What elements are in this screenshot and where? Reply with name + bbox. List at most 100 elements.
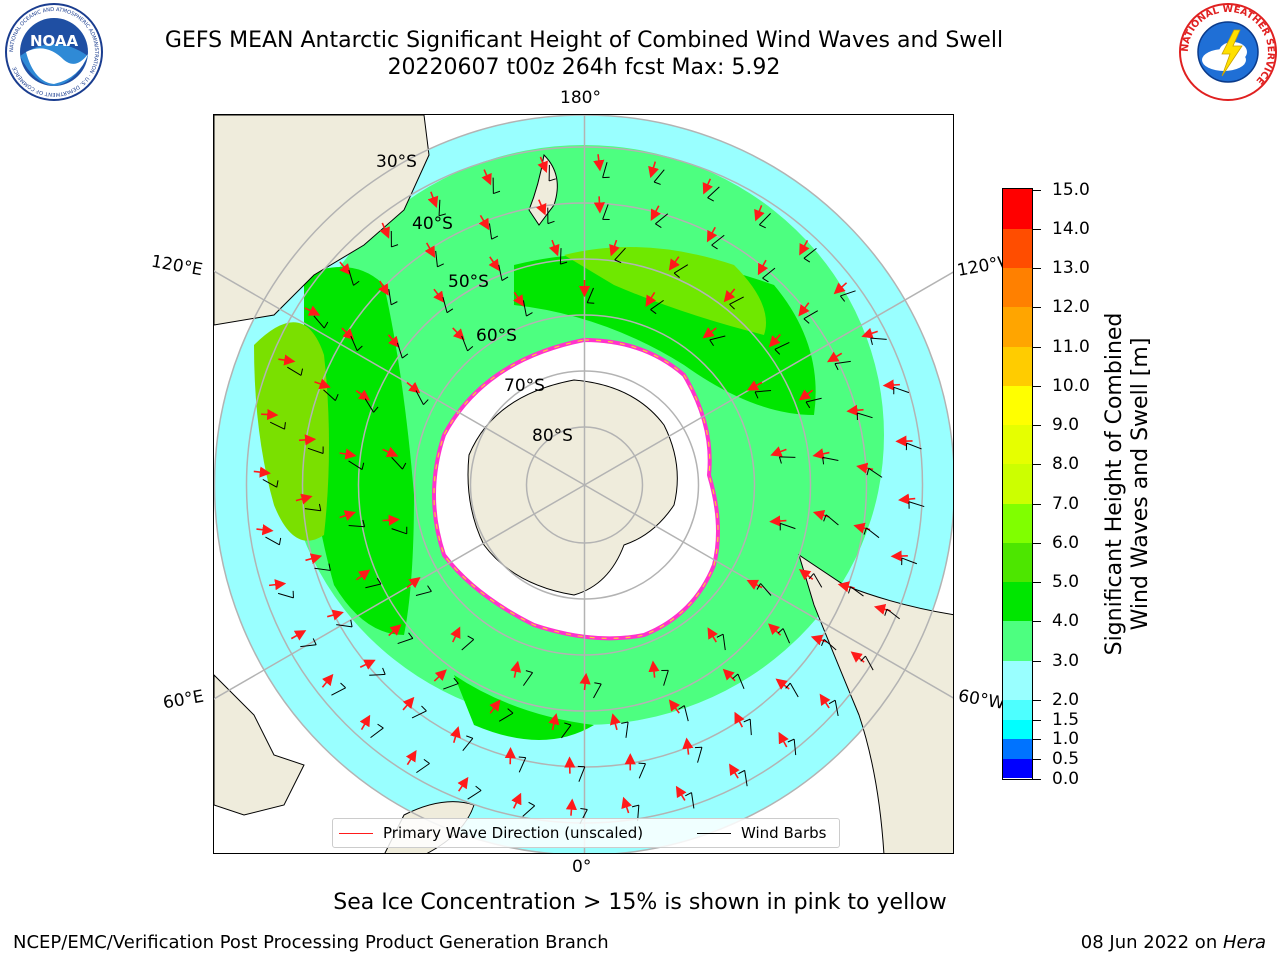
wind-barb-feather xyxy=(390,301,398,306)
wind-barb xyxy=(755,390,772,393)
wave-arrow xyxy=(304,305,321,316)
field-5-6m-north xyxy=(564,247,766,335)
wind-barb-feather xyxy=(828,699,836,705)
wave-arrow xyxy=(833,282,848,295)
wind-barb xyxy=(709,335,726,341)
wind-barb xyxy=(462,737,474,752)
wind-barb xyxy=(870,337,887,340)
wind-barb xyxy=(304,508,321,512)
wind-barb xyxy=(857,412,873,419)
wind-barb-feather xyxy=(716,633,724,638)
wind-barb-feather xyxy=(491,235,499,240)
wind-barb-feather xyxy=(821,639,825,647)
wind-barb-feather xyxy=(803,257,811,263)
wind-barb-feather xyxy=(866,468,870,476)
wave-arrow xyxy=(846,404,864,416)
wind-barb-feather xyxy=(376,577,382,585)
wind-barb xyxy=(388,288,392,305)
wind-barb xyxy=(396,342,403,359)
wind-barb xyxy=(461,335,468,352)
wind-barb-feather xyxy=(284,422,286,430)
colorbar-band xyxy=(1003,738,1032,759)
wind-barb-feather xyxy=(493,190,501,195)
wind-barb-feather xyxy=(475,785,482,791)
wind-barb xyxy=(868,467,883,478)
wind-barb-feather xyxy=(823,514,827,522)
colorbar-tick xyxy=(1033,699,1041,701)
colorbar xyxy=(1002,188,1033,780)
wind-barb xyxy=(350,335,358,351)
wind-barb xyxy=(673,264,689,274)
wind-barb xyxy=(650,299,664,310)
wind-barb xyxy=(522,300,527,317)
colorbar-tick-label: 0.5 xyxy=(1052,748,1080,769)
wave-arrow xyxy=(729,763,740,779)
wind-barb-feather xyxy=(729,303,735,310)
wind-barb-feather xyxy=(848,586,852,594)
wave-arrow xyxy=(321,673,334,688)
wave-and-wind-vectors xyxy=(253,154,925,824)
colorbar-tick-label: 9.0 xyxy=(1052,415,1080,436)
wind-barb-feather xyxy=(805,401,811,409)
wave-arrow xyxy=(378,280,389,296)
wind-barb-feather xyxy=(778,456,782,464)
wave-arrow xyxy=(537,156,548,173)
lon-label-60w: 60°W xyxy=(956,686,1007,714)
wave-arrow xyxy=(861,327,878,339)
wave-arrow xyxy=(645,291,657,307)
wave-arrow xyxy=(682,737,694,755)
wave-arrow xyxy=(819,693,831,709)
wave-arrow xyxy=(565,798,578,816)
wind-barb-feather xyxy=(323,321,329,329)
lat-label-60°S: 60°S xyxy=(476,326,517,346)
wind-barb xyxy=(893,386,910,394)
wind-barb xyxy=(805,397,822,403)
colorbar-tick xyxy=(1033,307,1041,309)
wind-barb xyxy=(300,644,317,648)
wind-barb-feather xyxy=(759,224,766,229)
wind-barb xyxy=(336,624,353,628)
wind-barb xyxy=(498,712,514,722)
wind-barb-feather xyxy=(423,758,430,764)
colorbar-band xyxy=(1003,581,1032,622)
colorbar-tick-label: 11.0 xyxy=(1052,336,1090,357)
wave-arrow xyxy=(593,154,605,172)
wind-barb-feather xyxy=(446,308,454,314)
colorbar-tick xyxy=(1033,503,1041,505)
wind-barb xyxy=(522,805,536,817)
wind-barb-feather xyxy=(860,655,866,662)
colorbar-tick xyxy=(1033,582,1041,584)
lat-label-80°S: 80°S xyxy=(532,426,573,446)
wind-barb-feather xyxy=(423,399,429,406)
colorbar-tick xyxy=(1033,385,1041,387)
legend-black-line-swatch xyxy=(697,833,731,834)
wind-barb-feather xyxy=(685,792,692,797)
wave-arrow xyxy=(723,288,736,303)
colorbar-band xyxy=(1003,542,1032,583)
wind-barb-feather xyxy=(863,527,867,535)
antarctica xyxy=(467,379,678,596)
wave-arrow xyxy=(746,380,763,391)
wave-arrow xyxy=(388,624,402,637)
wind-barb xyxy=(762,267,776,279)
wave-arrow xyxy=(339,261,351,276)
wind-barb-feather xyxy=(756,583,761,590)
wave-arrow xyxy=(478,214,490,231)
footer-branch: NCEP/EMC/Verification Post Processing Pr… xyxy=(13,932,609,953)
wind-barb-feather xyxy=(834,363,839,371)
wind-barb xyxy=(866,527,880,539)
wave-arrow xyxy=(898,493,916,505)
colorbar-tick-label: 5.0 xyxy=(1052,572,1080,593)
map-panel: 30°S 40°S 50°S 60°S 70°S 80°S xyxy=(213,114,954,854)
wind-barb xyxy=(331,687,346,696)
wind-barb xyxy=(391,528,407,535)
wind-barb xyxy=(737,673,745,690)
wind-barb xyxy=(707,186,720,199)
wave-arrow xyxy=(290,630,307,641)
wind-barb-feather xyxy=(709,339,714,346)
wind-barb xyxy=(822,456,839,462)
wind-barb xyxy=(443,683,459,690)
colorbar-tick xyxy=(1033,778,1041,780)
colorbar-tick xyxy=(1033,268,1041,270)
field-5-6m-west xyxy=(254,322,329,541)
